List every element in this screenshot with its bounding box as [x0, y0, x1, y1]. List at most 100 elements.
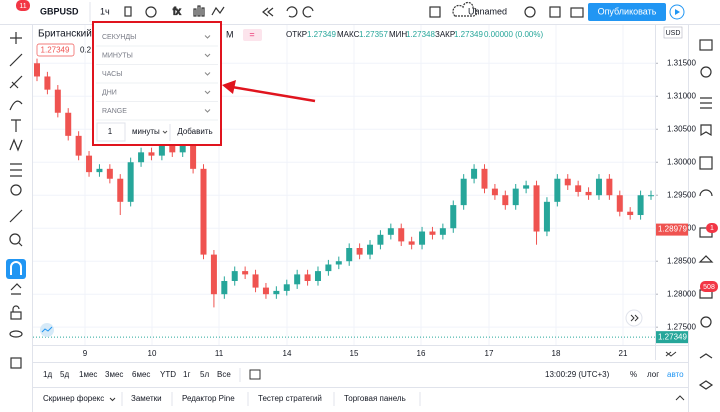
tab[interactable]: Заметки: [131, 394, 162, 403]
symbol[interactable]: GBPUSD: [40, 6, 79, 16]
candle-body: [585, 191, 592, 196]
play-button[interactable]: [669, 4, 685, 20]
tab[interactable]: Торговая панель: [344, 394, 406, 403]
candle-body: [294, 274, 301, 285]
range-button[interactable]: 5д: [60, 370, 69, 379]
annotation-arrow: [231, 85, 316, 103]
candle-body: [512, 188, 519, 206]
log-toggle[interactable]: лог: [647, 370, 659, 379]
candle-body: [471, 168, 478, 179]
currency-box[interactable]: [663, 26, 683, 39]
collapse-button[interactable]: [675, 395, 685, 401]
layout-name[interactable]: Unnamed: [468, 6, 507, 16]
legend-value: 1.27349: [454, 30, 483, 39]
legend-label: МИН: [389, 30, 407, 39]
last-price-label: 1.27349: [658, 332, 687, 341]
range-button[interactable]: 1д: [43, 370, 52, 379]
tab[interactable]: Редактор Pine: [182, 394, 235, 403]
range-button[interactable]: YTD: [160, 370, 176, 379]
candle-body: [595, 178, 602, 196]
dropdown-rows: СЕКУНДЫ МИНУТЫ ЧАСЫ ДНИ RANGE: [96, 34, 218, 121]
publish-button[interactable]: [588, 3, 666, 21]
y-tick-label: 1.28500: [667, 256, 696, 265]
x-tick-label: 10: [148, 349, 157, 358]
chevron: [204, 53, 211, 58]
y-tick-label: 1.31500: [667, 58, 696, 67]
interval-input[interactable]: [96, 122, 126, 142]
price-box: [36, 43, 75, 57]
publish-label[interactable]: Опубликовать: [598, 6, 657, 16]
y-tick-label: 1.30500: [667, 124, 696, 133]
legend-value: 1.27357: [359, 30, 388, 39]
dropdown-row[interactable]: СЕКУНДЫ: [102, 34, 136, 41]
alert-price-tag: [656, 223, 688, 236]
indicator-toggle[interactable]: [243, 29, 262, 41]
badge-text: 1: [710, 225, 714, 232]
range-button[interactable]: 6мес: [132, 370, 150, 379]
candle-body: [439, 228, 446, 235]
candle-body: [502, 195, 509, 206]
candle-body: [148, 152, 155, 156]
alert-price-label: 1.28979: [658, 225, 687, 234]
candle-body: [648, 195, 654, 197]
candle-body: [117, 178, 124, 202]
dropdown-row[interactable]: ДНИ: [102, 89, 117, 96]
interval-hint: M: [226, 29, 234, 39]
percent-toggle[interactable]: %: [630, 370, 637, 379]
scroll-icon: [630, 314, 639, 322]
dropdown-row[interactable]: МИНУТЫ: [102, 52, 133, 59]
last-price-tag: [656, 331, 688, 344]
candle-body: [429, 231, 436, 235]
ohlc-legend: ОТКР 1.27349 МАКС 1.27357 МИН 1.27348 ЗА…: [286, 30, 543, 39]
chart: 9 10 11 14 15 16 17 18 21 1.27500 1.28000 1.28500 1.…: [33, 25, 696, 358]
x-tick-label: 18: [552, 349, 561, 358]
goto-date[interactable]: [249, 369, 261, 380]
candle-body: [54, 89, 61, 113]
candle-body: [367, 244, 374, 255]
candle-body: [65, 112, 72, 136]
dropdown-row[interactable]: ЧАСЫ: [102, 71, 122, 78]
candle-body: [335, 261, 342, 265]
candle-body: [637, 195, 644, 216]
axis-settings[interactable]: [665, 351, 677, 357]
interval[interactable]: 1ч: [100, 6, 110, 16]
candle-body: [564, 178, 571, 186]
candle-body: [460, 178, 467, 206]
y-tick-label: 1.28000: [667, 289, 696, 298]
candle-body: [387, 228, 394, 235]
toolbar-icons[interactable]: fx: [124, 1, 584, 18]
candle-body: [242, 271, 249, 275]
interval-input-value[interactable]: 1: [108, 127, 113, 136]
range-button[interactable]: Все: [217, 370, 231, 379]
candle-body: [273, 290, 280, 295]
range-button[interactable]: 3мес: [105, 370, 123, 379]
candle-body: [75, 135, 82, 156]
currency: USD: [666, 30, 681, 37]
candle-body: [231, 271, 238, 281]
legend-label: ЗАКР: [435, 30, 455, 39]
left-tools[interactable]: [9, 32, 23, 369]
price: 1.27349: [41, 46, 70, 55]
candle-body: [450, 205, 457, 229]
candle-body: [190, 139, 197, 169]
candle-body: [408, 241, 415, 245]
add-button[interactable]: Добавить: [177, 127, 212, 136]
right-tools[interactable]: [698, 39, 714, 390]
play-icon: [675, 9, 680, 15]
badge: [16, 0, 30, 11]
range-button[interactable]: 1г: [183, 370, 190, 379]
range-button[interactable]: 5л: [200, 370, 209, 379]
dropdown-row[interactable]: RANGE: [102, 108, 127, 115]
candle-body: [221, 281, 228, 295]
range-button[interactable]: 1мес: [79, 370, 97, 379]
unit-select[interactable]: минуты: [132, 127, 160, 136]
x-tick-label: 9: [83, 349, 88, 358]
candle-body: [314, 271, 321, 281]
y-tick-label: 1.30000: [667, 157, 696, 166]
auto-toggle[interactable]: авто: [667, 370, 684, 379]
x-tick-label: 17: [485, 349, 494, 358]
tab[interactable]: Скринер форекс: [43, 394, 104, 403]
tab[interactable]: Тестер стратегий: [258, 394, 322, 403]
legend-change: 0.00000 (0.00%): [484, 30, 543, 39]
